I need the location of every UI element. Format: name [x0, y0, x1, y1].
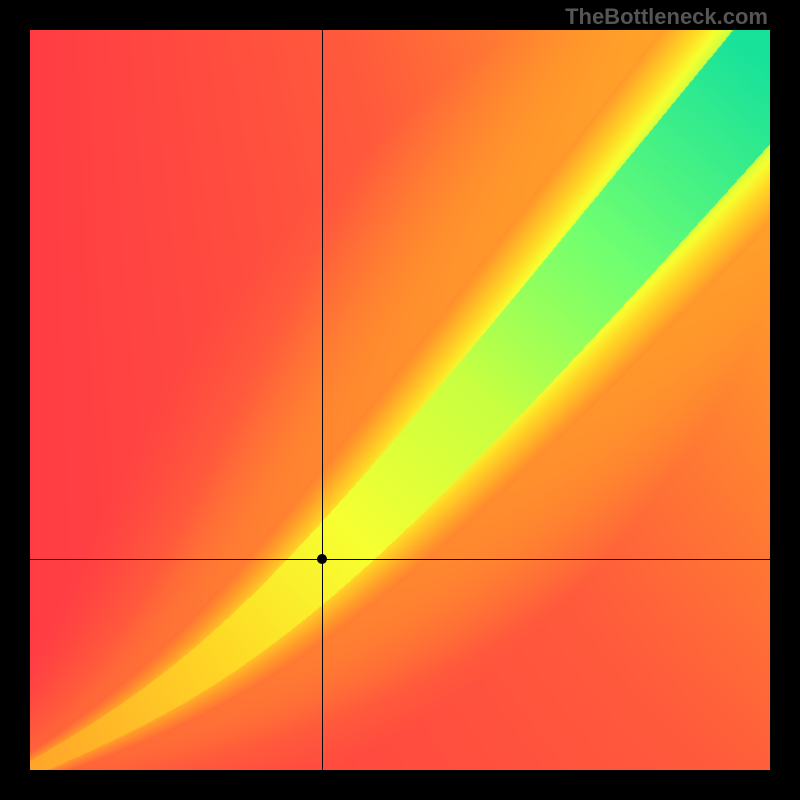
crosshair-horizontal [30, 559, 770, 560]
heatmap-canvas [30, 30, 770, 770]
watermark-text: TheBottleneck.com [565, 4, 768, 30]
bottleneck-heatmap: TheBottleneck.com [0, 0, 800, 800]
crosshair-vertical [322, 30, 323, 770]
